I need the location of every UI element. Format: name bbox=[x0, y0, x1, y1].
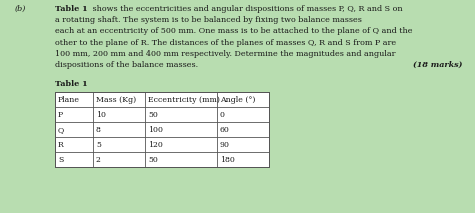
Text: Table 1: Table 1 bbox=[55, 5, 88, 13]
Text: S: S bbox=[58, 156, 63, 164]
Text: 5: 5 bbox=[96, 141, 101, 149]
Text: 50: 50 bbox=[148, 111, 158, 119]
Text: 2: 2 bbox=[96, 156, 101, 164]
Text: 8: 8 bbox=[96, 126, 101, 134]
Text: 120: 120 bbox=[148, 141, 163, 149]
Text: P: P bbox=[58, 111, 63, 119]
Text: Q: Q bbox=[58, 126, 64, 134]
Text: 100: 100 bbox=[148, 126, 163, 134]
Bar bbox=[55, 92, 269, 167]
Text: a rotating shaft. The system is to be balanced by fixing two balance masses: a rotating shaft. The system is to be ba… bbox=[55, 16, 362, 24]
Text: Mass (Kg): Mass (Kg) bbox=[96, 96, 136, 104]
Text: 10: 10 bbox=[96, 111, 106, 119]
Text: R: R bbox=[58, 141, 64, 149]
Text: (18 marks): (18 marks) bbox=[413, 61, 462, 69]
Text: Angle (°): Angle (°) bbox=[220, 96, 256, 104]
Text: other to the plane of R. The distances of the planes of masses Q, R and S from P: other to the plane of R. The distances o… bbox=[55, 39, 396, 47]
Text: 180: 180 bbox=[220, 156, 235, 164]
Text: Table 1: Table 1 bbox=[55, 80, 88, 88]
Text: shows the eccentricities and angular dispositions of masses P, Q, R and S on: shows the eccentricities and angular dis… bbox=[90, 5, 403, 13]
Text: 90: 90 bbox=[220, 141, 230, 149]
Text: 100 mm, 200 mm and 400 mm respectively. Determine the magnitudes and angular: 100 mm, 200 mm and 400 mm respectively. … bbox=[55, 50, 396, 58]
Text: (b): (b) bbox=[15, 5, 27, 13]
Text: 50: 50 bbox=[148, 156, 158, 164]
Text: 60: 60 bbox=[220, 126, 230, 134]
Text: Plane: Plane bbox=[58, 96, 80, 104]
Text: each at an eccentricity of 500 mm. One mass is to be attached to the plane of Q : each at an eccentricity of 500 mm. One m… bbox=[55, 27, 412, 35]
Text: Eccentricity (mm): Eccentricity (mm) bbox=[148, 96, 220, 104]
Text: 0: 0 bbox=[220, 111, 225, 119]
Text: dispositions of the balance masses.: dispositions of the balance masses. bbox=[55, 61, 198, 69]
